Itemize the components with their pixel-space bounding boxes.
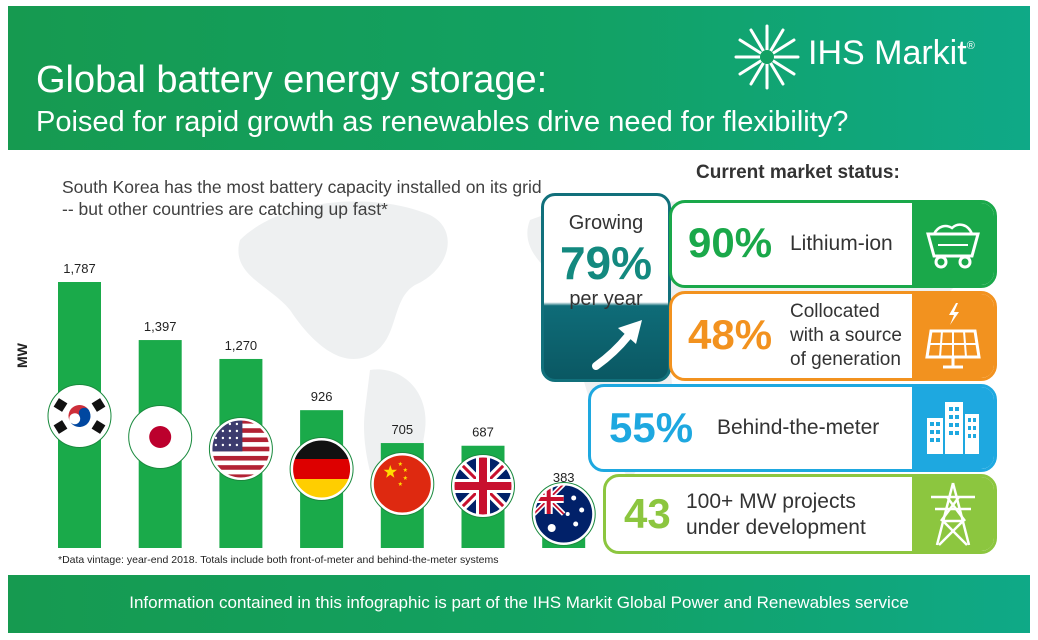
- flag-south-korea-icon: [49, 386, 110, 446]
- behind-the-meter-label: Behind-the-meter: [717, 416, 880, 439]
- bar-value-label-south-korea: 1,787: [63, 261, 96, 276]
- flag-ring: [290, 437, 354, 501]
- bar-value-label-australia: 383: [553, 470, 575, 485]
- flag-outline: [47, 384, 112, 448]
- brand-registered-mark: ®: [966, 40, 975, 52]
- collocated-label: Collocated with a source of generation: [790, 301, 902, 370]
- projects-value: 43: [624, 490, 671, 537]
- flag-ring: [370, 452, 434, 516]
- solar-panel-icon: [925, 303, 981, 369]
- flag-ring: [209, 417, 273, 481]
- flag-ring: [48, 384, 111, 448]
- bar-value-label-united-kingdom: 687: [472, 425, 494, 440]
- flag-ring: [532, 482, 596, 546]
- bar-value-label-japan: 1,397: [144, 319, 177, 334]
- lithium-ion-value: 90%: [688, 219, 773, 266]
- growth-arrow-icon: [592, 320, 642, 370]
- flag-united-kingdom-icon: [453, 456, 513, 516]
- collocated-value: 48%: [688, 311, 773, 358]
- bar-value-label-germany: 926: [311, 389, 333, 404]
- flag-outline: [289, 437, 354, 501]
- chart-intro-text: South Korea has the most battery capacit…: [62, 177, 542, 219]
- lithium-ion-label: Lithium-ion: [790, 232, 893, 255]
- flag-outline: [208, 417, 273, 481]
- flag-japan-icon: [130, 407, 191, 467]
- footer-text: Information contained in this infographi…: [129, 593, 909, 612]
- brand-name: IHS Markit: [808, 34, 967, 72]
- behind-the-meter-value: 55%: [609, 404, 694, 451]
- page-title: Global battery energy storage:: [36, 59, 548, 101]
- header-banner: [8, 6, 1030, 150]
- behind-the-meter-card: 55% Behind-the-meter: [588, 384, 997, 472]
- market-status-title: Current market status:: [696, 162, 900, 183]
- brand-logo: IHS Markit®: [732, 20, 1012, 90]
- footnote: *Data vintage: year-end 2018. Totals inc…: [58, 554, 499, 566]
- flag-outline: [451, 454, 515, 518]
- flag-united-states-icon: [210, 419, 271, 479]
- flag-ring: [451, 454, 515, 518]
- power-tower-icon: [931, 482, 975, 546]
- projects-card: 43 100+ MW projects under development: [603, 474, 997, 554]
- flag-outline: [128, 405, 193, 469]
- flag-china-icon: [372, 454, 433, 514]
- bar-value-label-china: 705: [391, 422, 413, 437]
- growth-per-year: per year: [569, 288, 643, 310]
- collocated-card: 48% Collocated with a source of generati…: [669, 291, 997, 381]
- flag-outline: [370, 452, 435, 516]
- flag-ring: [128, 405, 192, 469]
- flag-outline: [531, 482, 596, 546]
- projects-label: 100+ MW projects under development: [686, 490, 866, 539]
- bar-value-label-united-states: 1,270: [225, 338, 258, 353]
- growth-label: Growing: [568, 212, 644, 234]
- footer-banner: Information contained in this infographi…: [8, 575, 1030, 633]
- buildings-icon: [927, 402, 979, 454]
- page-subtitle: Poised for rapid growth as renewables dr…: [36, 106, 849, 138]
- mine-cart-icon: [926, 223, 980, 269]
- growth-card: Growing 79% per year: [541, 193, 671, 382]
- lithium-ion-card: 90% Lithium-ion: [669, 200, 997, 288]
- growth-value: 79%: [559, 237, 653, 289]
- starburst-logo-icon: [734, 24, 800, 90]
